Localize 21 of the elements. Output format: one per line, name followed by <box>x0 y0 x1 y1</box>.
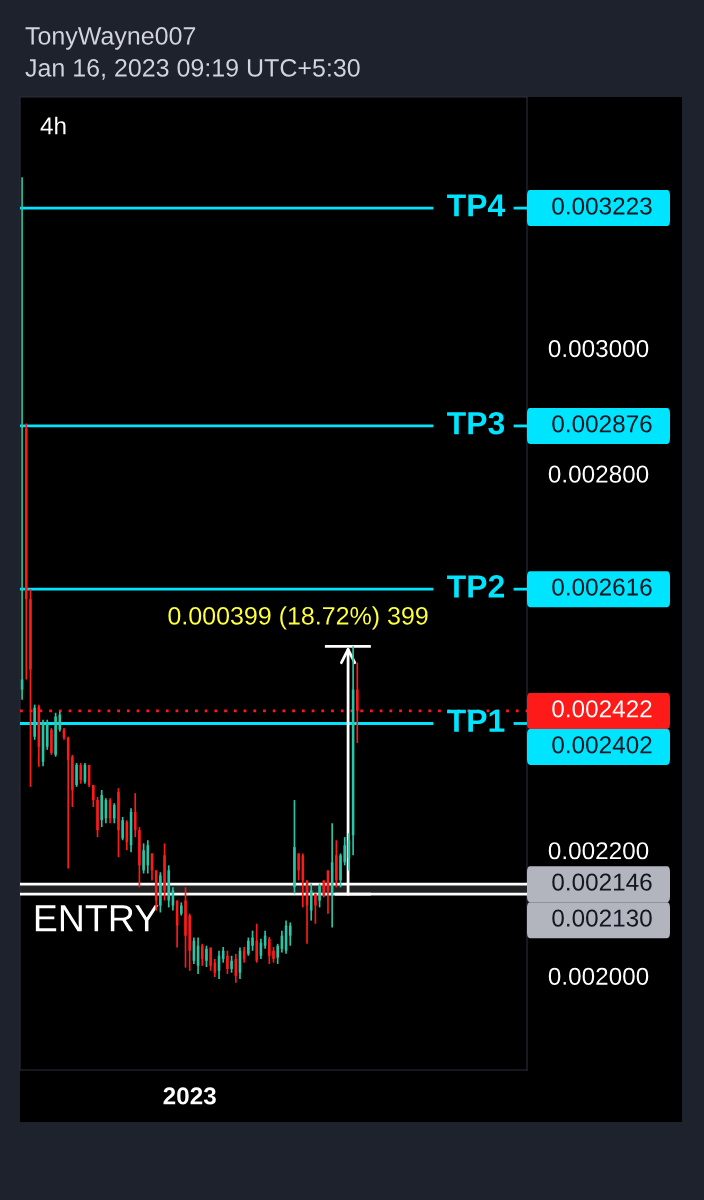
text: 0.003223 <box>552 197 652 215</box>
x-tick-label: 2023 <box>163 1087 216 1105</box>
text: 0.002876 <box>552 415 652 433</box>
text: 0.002402 <box>552 736 652 754</box>
text: 0.002616 <box>552 578 652 596</box>
y-tick-label: 0.003000 <box>548 339 649 358</box>
ref-line-label: TP2 <box>447 575 505 598</box>
annotation: 4h <box>40 116 66 135</box>
y-tick-label: 0.002800 <box>548 465 649 483</box>
y-tick-label: 0.002000 <box>548 967 649 985</box>
chart-title: TonyWayne007 <box>25 27 196 50</box>
text: 0.002130 <box>552 909 652 927</box>
ref-line-label: TP4 <box>447 194 506 217</box>
annotation: 0.000399 (18.72%) 399 <box>168 606 428 630</box>
text: 0.002146 <box>552 873 652 891</box>
text: 0.002422 <box>552 700 652 718</box>
y-tick-label: 0.002200 <box>548 842 649 860</box>
ref-line-label: TP1 <box>447 709 505 732</box>
band-label: ENTRY <box>35 905 159 932</box>
ref-line-label: TP3 <box>447 411 505 435</box>
chart-subtitle: Jan 16, 2023 09:19 UTC+5:30 <box>25 59 360 80</box>
